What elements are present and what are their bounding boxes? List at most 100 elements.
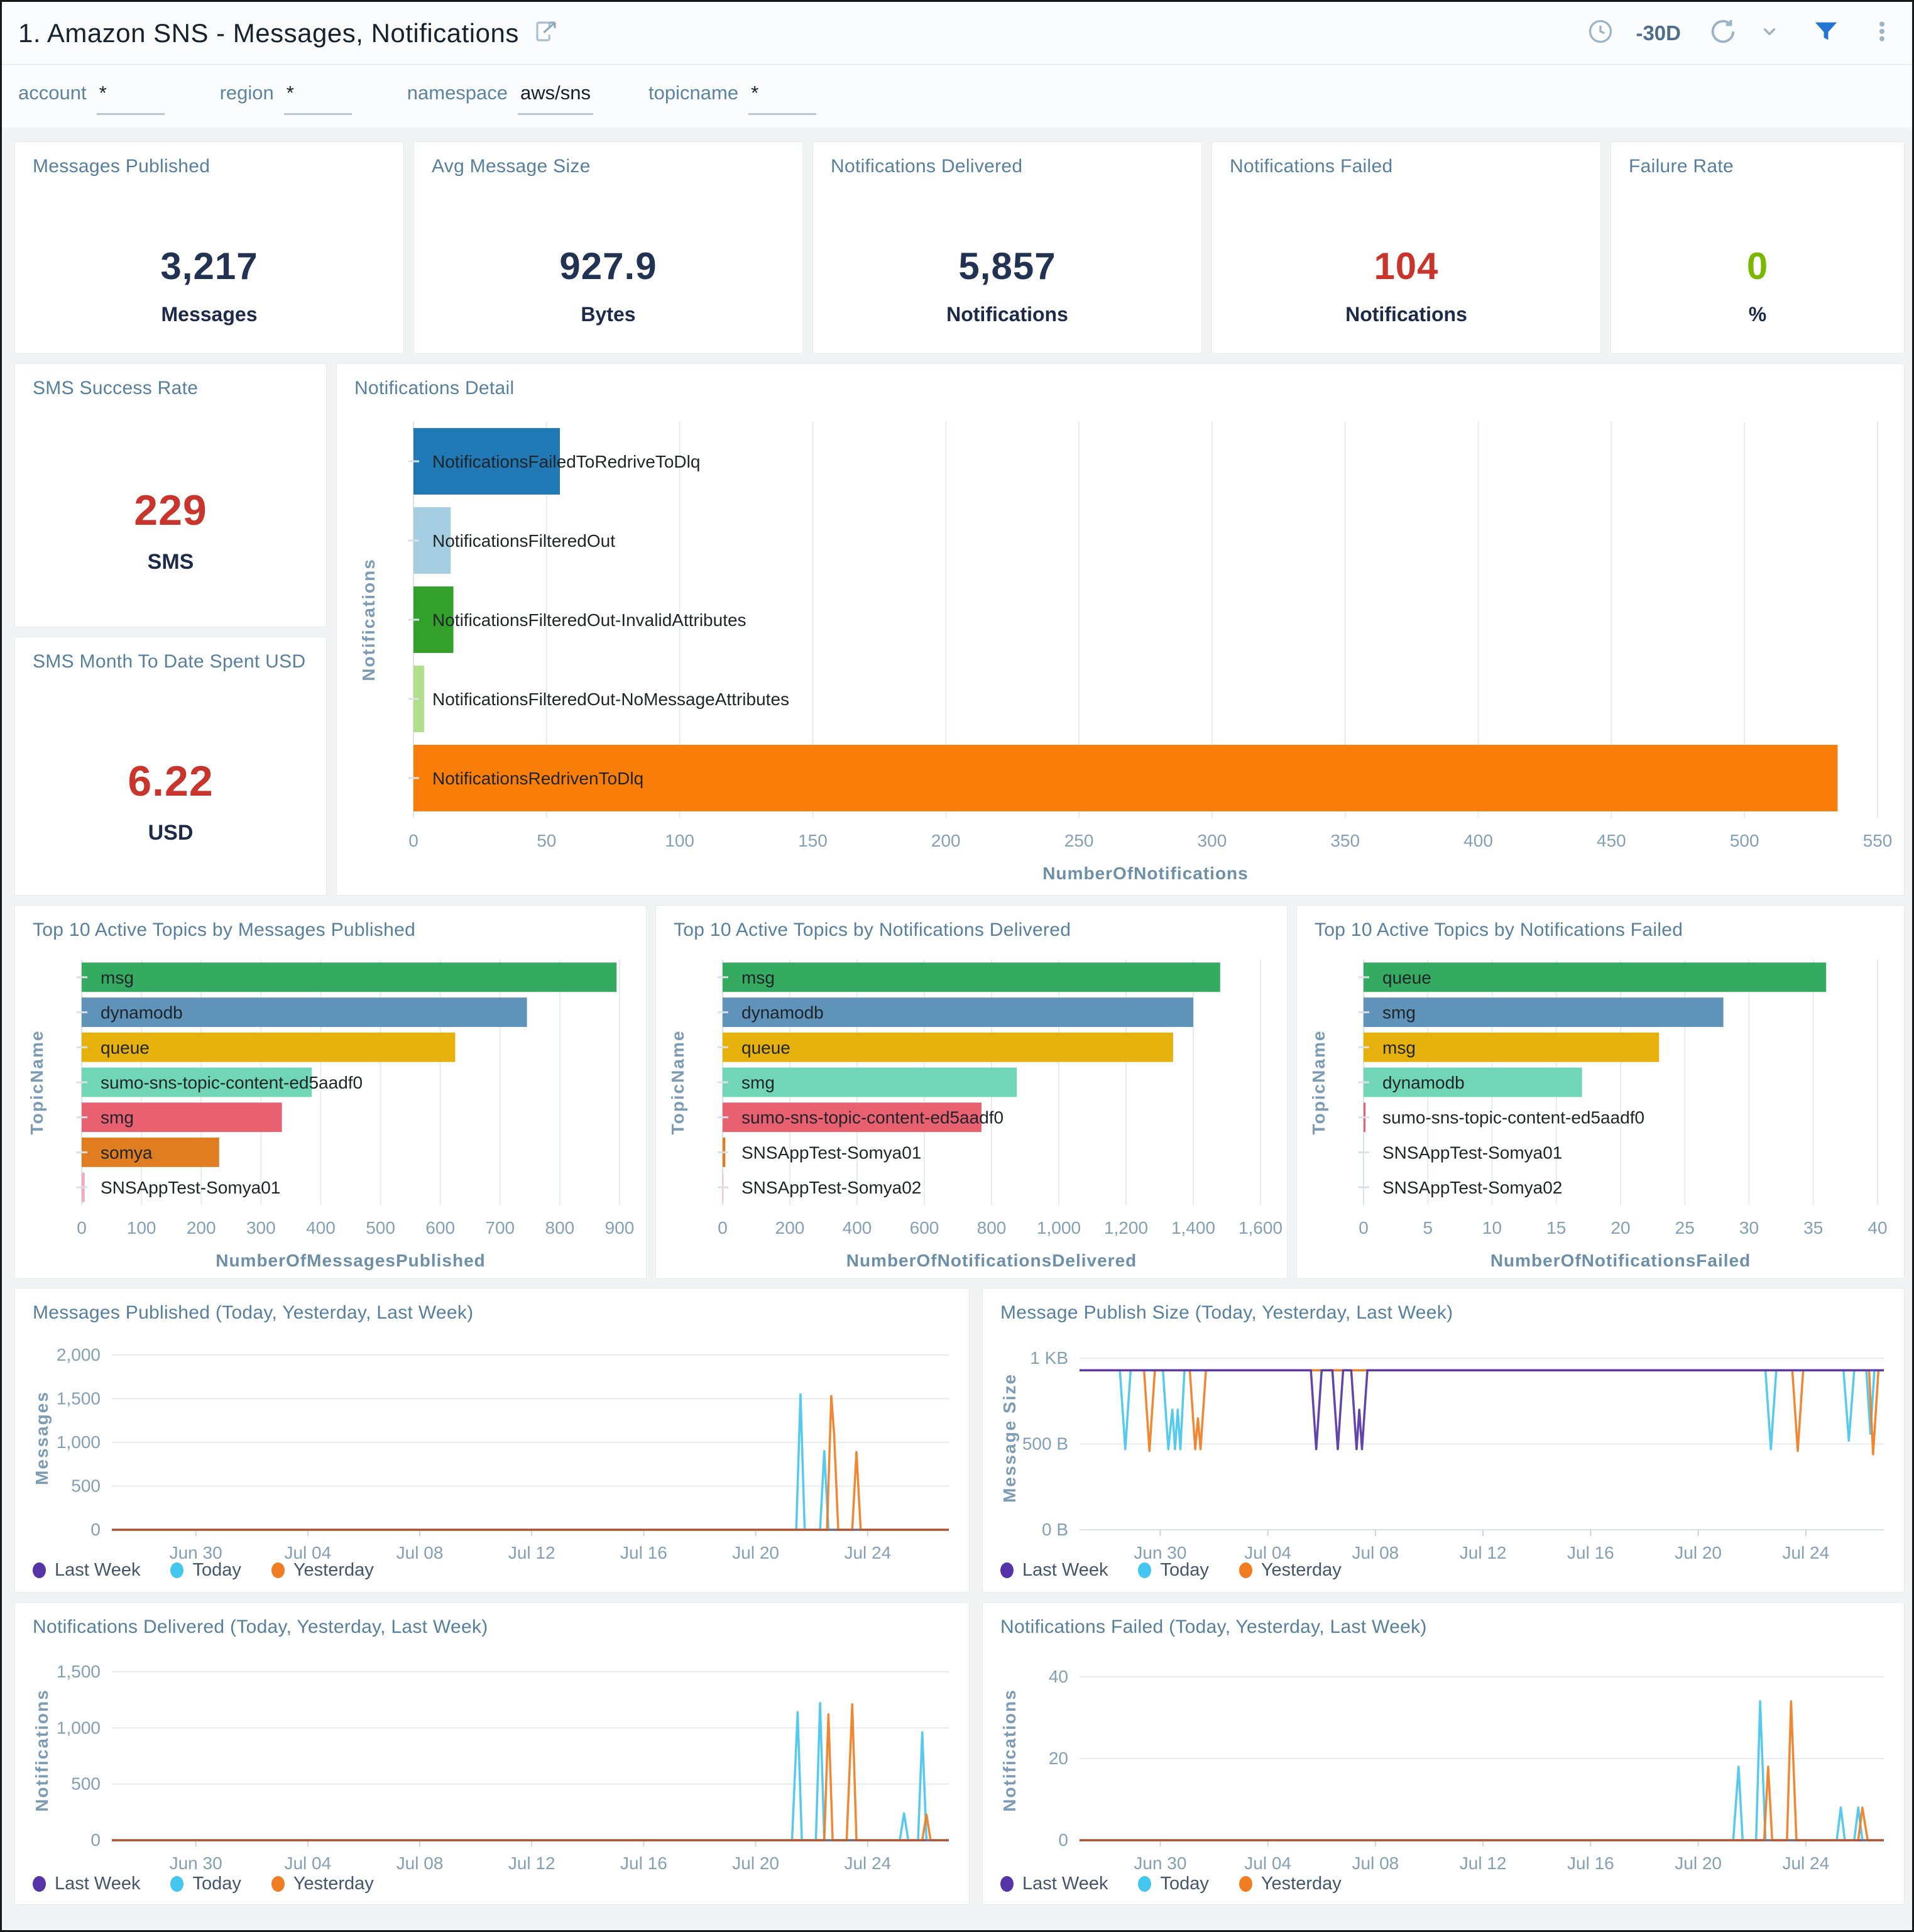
svg-text:1,500: 1,500: [57, 1662, 101, 1681]
kebab-menu-icon[interactable]: [1869, 18, 1895, 48]
time-range-label[interactable]: -30D: [1636, 21, 1681, 45]
svg-text:400: 400: [1463, 831, 1493, 850]
chart-legend: Last Week Today Yesterday: [1000, 1560, 1342, 1581]
chart-legend: Last Week Today Yesterday: [33, 1874, 374, 1894]
svg-text:0: 0: [1058, 1830, 1068, 1850]
svg-text:NotificationsFilteredOut-Inval: NotificationsFilteredOut-InvalidAttribut…: [432, 610, 746, 630]
panel-title: Notifications Delivered (Today, Yesterda…: [33, 1616, 488, 1637]
kpi-card-failure-rate: Failure Rate 0 %: [1610, 141, 1905, 354]
panel-notifications-delivered-trend: Notifications Delivered (Today, Yesterda…: [14, 1602, 970, 1905]
top-messages-published-chart[interactable]: 0 100 200 300 400 500 600 700 800 900 NumberOfMess…: [19, 955, 642, 1274]
page-title: 1. Amazon SNS - Messages, Notifications: [18, 18, 519, 48]
svg-text:900: 900: [605, 1218, 635, 1238]
kpi-value: 3,217: [160, 245, 258, 287]
panel-title: Messages Published: [33, 156, 211, 177]
svg-text:Jul 24: Jul 24: [1782, 1853, 1829, 1873]
svg-text:Jul 04: Jul 04: [1244, 1543, 1291, 1562]
panel-notifications-detail: Notifications Detail 0 50 100 150 200 250 300 3…: [336, 363, 1905, 896]
top-notifications-failed-chart[interactable]: 0 5 10 15 20 25 30 35 40 NumberOfNotificationsFai…: [1301, 955, 1900, 1274]
panel-messages-published-trend: Messages Published (Today, Yesterday, La…: [14, 1288, 970, 1593]
svg-text:Jul 20: Jul 20: [1675, 1543, 1722, 1562]
svg-text:NumberOfMessagesPublished: NumberOfMessagesPublished: [216, 1251, 486, 1270]
chevron-down-icon[interactable]: [1759, 21, 1780, 45]
filter-namespace-input[interactable]: aws/sns: [518, 78, 594, 115]
panel-title: Notifications Delivered: [831, 156, 1023, 177]
svg-text:400: 400: [843, 1218, 872, 1238]
svg-text:600: 600: [425, 1218, 455, 1238]
svg-text:SNSAppTest-Somya01: SNSAppTest-Somya01: [741, 1143, 921, 1162]
filter-funnel-icon[interactable]: [1812, 17, 1840, 49]
legend-dot: [1138, 1876, 1152, 1892]
svg-text:Jul 12: Jul 12: [1460, 1543, 1507, 1562]
legend-item-last-week[interactable]: Last Week: [1000, 1874, 1108, 1894]
svg-text:500: 500: [71, 1774, 101, 1794]
legend-item-last-week[interactable]: Last Week: [33, 1560, 140, 1581]
chart-legend: Last Week Today Yesterday: [33, 1560, 374, 1581]
svg-text:40: 40: [1049, 1667, 1068, 1686]
filter-account-input[interactable]: *: [96, 78, 165, 115]
svg-text:100: 100: [665, 831, 694, 850]
svg-text:0 B: 0 B: [1042, 1520, 1068, 1539]
message-publish-size-trend-chart[interactable]: 0 B 500 B 1 KB Jun 30 Jul 04 Jul 08 Jul 12 Jul …: [987, 1327, 1900, 1569]
panel-title: Failure Rate: [1629, 156, 1734, 177]
svg-text:Jul 04: Jul 04: [284, 1853, 331, 1873]
svg-text:0: 0: [90, 1520, 101, 1539]
kpi-unit: SMS: [147, 549, 194, 574]
clock-icon[interactable]: [1587, 18, 1614, 48]
legend-item-today[interactable]: Today: [1138, 1560, 1209, 1581]
panel-title: Notifications Failed: [1230, 156, 1393, 177]
svg-text:1,400: 1,400: [1171, 1218, 1215, 1238]
legend-dot: [1239, 1876, 1252, 1892]
svg-text:20: 20: [1049, 1748, 1068, 1768]
svg-text:Jul 24: Jul 24: [844, 1853, 891, 1873]
notifications-detail-chart[interactable]: 0 50 100 150 200 250 300 350 400 450 500 550 NumberO…: [341, 417, 1900, 887]
kpi-card-notifications-delivered: Notifications Delivered 5,857 Notificati…: [812, 141, 1202, 354]
kpi-value: 229: [134, 486, 207, 534]
svg-text:40: 40: [1868, 1218, 1887, 1238]
svg-text:500: 500: [366, 1218, 395, 1238]
filter-label: account: [18, 82, 87, 104]
notifications-failed-trend-chart[interactable]: 0 20 40 Jun 30 Jul 04 Jul 08 Jul 12 Jul 16 Jul 2…: [987, 1642, 1900, 1879]
kpi-card-sms-month-to-date-spent: SMS Month To Date Spent USD 6.22 USD: [14, 637, 327, 896]
legend-item-yesterday[interactable]: Yesterday: [1239, 1874, 1342, 1894]
legend-item-yesterday[interactable]: Yesterday: [271, 1874, 374, 1894]
svg-text:TopicName: TopicName: [27, 1030, 46, 1135]
svg-text:2,000: 2,000: [57, 1345, 101, 1364]
legend-dot: [170, 1876, 184, 1892]
legend-item-today[interactable]: Today: [170, 1874, 241, 1894]
legend-dot: [33, 1562, 46, 1578]
svg-text:400: 400: [306, 1218, 336, 1238]
filter-topicname-input[interactable]: *: [748, 78, 817, 115]
legend-item-last-week[interactable]: Last Week: [1000, 1560, 1108, 1581]
svg-text:Jul 12: Jul 12: [1460, 1853, 1507, 1873]
messages-published-trend-chart[interactable]: 0 500 1,000 1,500 2,000 Jun 30 Jul 04 Jul 08 Jul…: [19, 1327, 965, 1569]
legend-item-last-week[interactable]: Last Week: [33, 1874, 140, 1894]
svg-text:Jul 04: Jul 04: [1244, 1853, 1291, 1873]
svg-text:Jul 16: Jul 16: [620, 1543, 667, 1562]
refresh-icon[interactable]: [1709, 17, 1737, 49]
svg-text:NotificationsRedrivenToDlq: NotificationsRedrivenToDlq: [432, 769, 643, 788]
svg-text:0: 0: [1359, 1218, 1369, 1238]
panel-title: Message Publish Size (Today, Yesterday, …: [1000, 1302, 1453, 1323]
kpi-card-notifications-failed: Notifications Failed 104 Notifications: [1211, 141, 1601, 354]
svg-text:200: 200: [775, 1218, 805, 1238]
svg-text:450: 450: [1597, 831, 1626, 850]
notifications-delivered-trend-chart[interactable]: 0 500 1,000 1,500 Jun 30 Jul 04 Jul 08 Jul 12 Ju…: [19, 1642, 965, 1879]
share-icon[interactable]: [533, 18, 559, 48]
panel-title: Top 10 Active Topics by Messages Publish…: [33, 919, 416, 940]
svg-text:Jun 30: Jun 30: [1134, 1853, 1186, 1873]
svg-text:20: 20: [1610, 1218, 1630, 1238]
svg-text:550: 550: [1863, 831, 1893, 850]
top-notifications-delivered-chart[interactable]: 0 200 400 600 800 1,000 1,200 1,400 1,600 NumberO…: [660, 955, 1283, 1274]
legend-item-today[interactable]: Today: [1138, 1874, 1209, 1894]
legend-item-yesterday[interactable]: Yesterday: [271, 1560, 374, 1581]
legend-item-today[interactable]: Today: [170, 1560, 241, 1581]
svg-text:35: 35: [1803, 1218, 1823, 1238]
svg-text:NumberOfNotificationsFailed: NumberOfNotificationsFailed: [1490, 1251, 1751, 1270]
svg-text:Jun 30: Jun 30: [1134, 1543, 1186, 1562]
legend-item-yesterday[interactable]: Yesterday: [1239, 1560, 1342, 1581]
svg-text:Jul 20: Jul 20: [1675, 1853, 1722, 1873]
filter-region-input[interactable]: *: [283, 78, 352, 115]
svg-text:0: 0: [90, 1830, 101, 1850]
kpi-unit: Bytes: [581, 303, 636, 326]
